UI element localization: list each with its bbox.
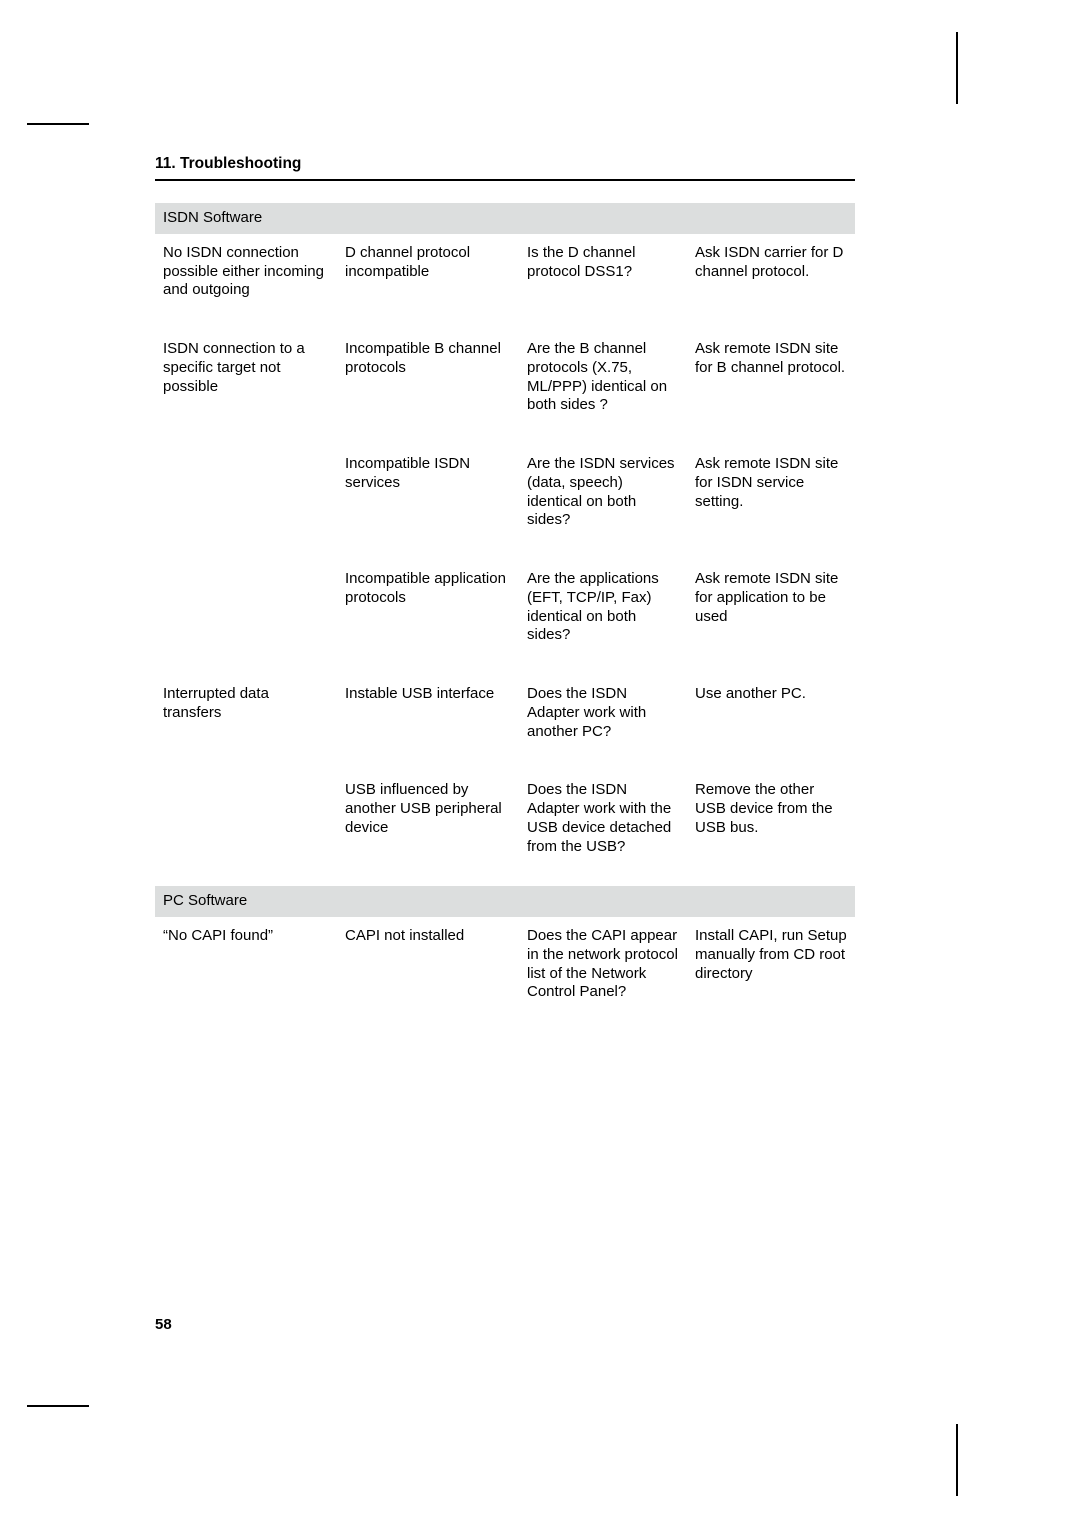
crop-mark-top-left (27, 123, 89, 125)
table-cell: Is the D channel protocol DSS1? (519, 234, 687, 330)
table-cell: Are the B channel protocols (X.75, ML/PP… (519, 330, 687, 445)
table-cell: Does the CAPI appear in the network prot… (519, 917, 687, 1032)
table-cell: Are the applications (EFT, TCP/IP, Fax) … (519, 560, 687, 675)
crop-mark-bottom-left (27, 1405, 89, 1407)
table-cell: Does the ISDN Adapter work with the USB … (519, 771, 687, 886)
crop-mark-bottom-right (956, 1424, 958, 1496)
table-cell: Interrupted data transfers (155, 675, 337, 771)
table-cell: Use another PC. (687, 675, 855, 771)
table-cell: Incompatible application protocols (337, 560, 519, 675)
table-cell: Incompatible B channel protocols (337, 330, 519, 445)
table-cell: Instable USB interface (337, 675, 519, 771)
table-cell: Remove the other USB device from the USB… (687, 771, 855, 886)
table-cell: “No CAPI found” (155, 917, 337, 1032)
page-content: 11. Troubleshooting ISDN SoftwareNo ISDN… (155, 155, 855, 1032)
table-group-header: PC Software (155, 886, 855, 917)
table-cell: Ask ISDN carrier for D channel protocol. (687, 234, 855, 330)
table-cell: Does the ISDN Adapter work with another … (519, 675, 687, 771)
table-cell (155, 771, 337, 886)
page-number: 58 (155, 1316, 172, 1333)
table-cell (155, 445, 337, 560)
table-cell: Ask remote ISDN site for ISDN service se… (687, 445, 855, 560)
section-title: 11. Troubleshooting (155, 155, 855, 181)
table-cell: USB influenced by another USB peripheral… (337, 771, 519, 886)
crop-mark-top-right (956, 32, 958, 104)
table-group-header: ISDN Software (155, 203, 855, 234)
table-cell: Ask remote ISDN site for B channel proto… (687, 330, 855, 445)
troubleshooting-table: ISDN SoftwareNo ISDN connection possible… (155, 203, 855, 1032)
table-cell (155, 560, 337, 675)
table-cell: Are the ISDN services (data, speech) ide… (519, 445, 687, 560)
table-cell: No ISDN connection possible either incom… (155, 234, 337, 330)
table-cell: D channel protocol incompatible (337, 234, 519, 330)
table-cell: CAPI not installed (337, 917, 519, 1032)
table-cell: Install CAPI, run Setup manually from CD… (687, 917, 855, 1032)
table-cell: Incompatible ISDN services (337, 445, 519, 560)
table-cell: ISDN connection to a specific target not… (155, 330, 337, 445)
table-cell: Ask remote ISDN site for application to … (687, 560, 855, 675)
